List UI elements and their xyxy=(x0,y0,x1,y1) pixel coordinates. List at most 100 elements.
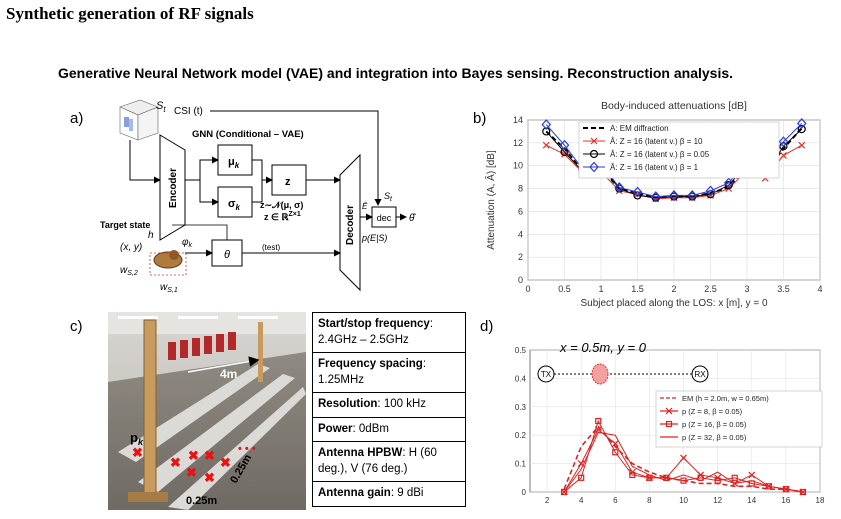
square-marker xyxy=(731,474,738,481)
z-dist-label: z∼𝒩(μ, σ) xyxy=(260,200,303,210)
attenuation-chart: Body-induced attenuations [dB]0246810121… xyxy=(484,100,823,309)
z-space-label: z ∈ ℝZ×1 xyxy=(264,211,301,222)
z-label: z xyxy=(285,176,291,188)
theta-hat-label: θ̂ xyxy=(409,212,416,224)
x-marker xyxy=(542,141,550,149)
x-tick-label: 2.5 xyxy=(704,284,717,294)
svg-text:✖: ✖ xyxy=(170,455,181,470)
x-tick-label: 16 xyxy=(781,496,790,505)
svg-text:✖: ✖ xyxy=(220,455,231,470)
svg-text:✖: ✖ xyxy=(188,448,199,463)
x-tick-label: 3 xyxy=(744,284,749,294)
diamond-marker xyxy=(687,190,698,201)
y-tick-label: 6 xyxy=(518,206,523,216)
spec-label: Start/stop frequency xyxy=(318,318,430,330)
y-tick-label: 8 xyxy=(518,184,523,194)
y-axis-label: Attenuation (A, Â) [dB] xyxy=(484,150,497,250)
spec-label: Resolution xyxy=(318,398,378,411)
encoder-label: Encoder xyxy=(168,168,179,208)
x-marker xyxy=(748,471,756,479)
y-tick-label: 10 xyxy=(513,161,523,171)
vae-diagram: St CSI (t) Encoder GNN (Conditional – VA… xyxy=(100,99,416,294)
experiment-photo: ✖ ✖ ✖ ✖ ✖ ✖ ✖ • • • 4m pk 0.25m 0.25m xyxy=(108,312,306,510)
spec-label: Antenna HPBW xyxy=(318,447,403,460)
spec-row: Antenna HPBW: H (60 deg.), V (76 deg.) xyxy=(312,441,466,483)
x-tick-label: 0 xyxy=(525,284,530,294)
square-marker xyxy=(629,471,636,479)
diamond-marker xyxy=(705,185,716,197)
rx-label: RX xyxy=(694,370,706,379)
series-3 xyxy=(563,431,804,493)
spec-sep: : xyxy=(390,487,398,500)
theta-label: θ xyxy=(224,249,230,261)
series-2 xyxy=(561,417,807,496)
legend-label: Â: Z = 16 (latent v.) β = 1 xyxy=(610,163,699,172)
x-marker xyxy=(780,152,787,159)
position-markers: ✖ ✖ ✖ ✖ ✖ ✖ ✖ • • • xyxy=(132,443,256,485)
spec-row: Start/stop frequency: 2.4GHz – 2.5GHz xyxy=(312,311,466,354)
y-tick-label: 0.1 xyxy=(515,460,527,469)
y-tick-label: 12 xyxy=(513,138,523,148)
x-tick-label: 10 xyxy=(679,496,688,505)
x-tick-label: 2 xyxy=(545,496,550,505)
circle-marker xyxy=(589,149,599,159)
diamond-marker xyxy=(723,177,734,189)
panel-d-label: d) xyxy=(480,318,494,335)
spec-value: 0dBm xyxy=(358,422,389,435)
x-tick-label: 2 xyxy=(671,284,676,294)
slide-title: Synthetic generation of RF signals xyxy=(6,4,254,23)
x-marker xyxy=(590,137,598,145)
gnn-label: GNN (Conditional – VAE) xyxy=(192,129,304,140)
decoder-label: Decoder xyxy=(345,205,356,245)
spec-value: 2.4GHz – 2.5GHz xyxy=(318,333,409,346)
spec-sep: : xyxy=(402,447,409,460)
st-label: St xyxy=(156,100,166,114)
diamond-marker xyxy=(632,186,643,198)
diamond-marker xyxy=(541,119,552,130)
legend-label: p (Z = 32, β = 0.05) xyxy=(682,433,747,442)
spec-cell: Start/stop frequency: 2.4GHz – 2.5GHz xyxy=(312,311,466,354)
circle-marker xyxy=(542,127,551,136)
spec-value: 1.25MHz xyxy=(318,373,365,386)
x-tick-label: 0.5 xyxy=(558,284,571,294)
phi-label: φk xyxy=(182,237,193,249)
legend-box xyxy=(578,121,780,179)
spec-cell: Antenna gain: 9 dBi xyxy=(312,481,466,507)
spec-row: Antenna gain: 9 dBi xyxy=(312,481,466,507)
x-marker xyxy=(680,454,687,462)
spec-value: 100 kHz xyxy=(383,398,426,411)
spec-sep: : xyxy=(422,358,427,371)
svg-text:✖: ✖ xyxy=(204,470,215,485)
y-tick-label: 2 xyxy=(518,252,523,262)
legend-label: EM (h = 2.0m, w = 0.65m) xyxy=(682,394,769,403)
y-tick-label: 0.2 xyxy=(515,431,527,440)
x-marker xyxy=(798,141,806,149)
x-marker xyxy=(561,150,568,158)
legend-label: Â: Z = 16 (latent v.) β = 0.05 xyxy=(610,150,710,159)
mu-box xyxy=(217,144,253,176)
y-tick-label: 0.5 xyxy=(515,346,527,355)
spec-row: Resolution: 100 kHz xyxy=(312,392,466,418)
w51-label: wS,1 xyxy=(160,282,178,294)
spec-sep: : xyxy=(377,398,384,411)
spec-label: Antenna gain xyxy=(318,487,391,500)
pk-label: pk xyxy=(130,430,144,447)
circle-marker xyxy=(560,147,569,157)
y-tick-label: 0 xyxy=(518,275,523,285)
spacing-label-a: 0.25m xyxy=(186,495,217,507)
slide-subtitle: Generative Neural Network model (VAE) an… xyxy=(58,65,734,81)
square-marker xyxy=(714,477,721,484)
legend-label: p (Z = 8, β = 0.05) xyxy=(682,407,743,416)
diamond-marker xyxy=(614,182,625,193)
tx-label: TX xyxy=(541,370,552,379)
x-tick-label: 8 xyxy=(647,496,652,505)
y-tick-label: 0.3 xyxy=(515,403,527,412)
st-right-label: St xyxy=(384,191,393,203)
x-axis-label: Subject placed along the LOS: x [m], y =… xyxy=(580,298,767,309)
spec-table: Start/stop frequency: 2.4GHz – 2.5GHz Fre… xyxy=(312,311,466,507)
square-marker xyxy=(680,477,687,484)
spec-cell: Power: 0dBm xyxy=(312,416,466,443)
legend-label: A: EM diffraction xyxy=(610,124,669,133)
spec-value: 9 dBi xyxy=(397,487,424,500)
test-label: (test) xyxy=(262,243,281,252)
